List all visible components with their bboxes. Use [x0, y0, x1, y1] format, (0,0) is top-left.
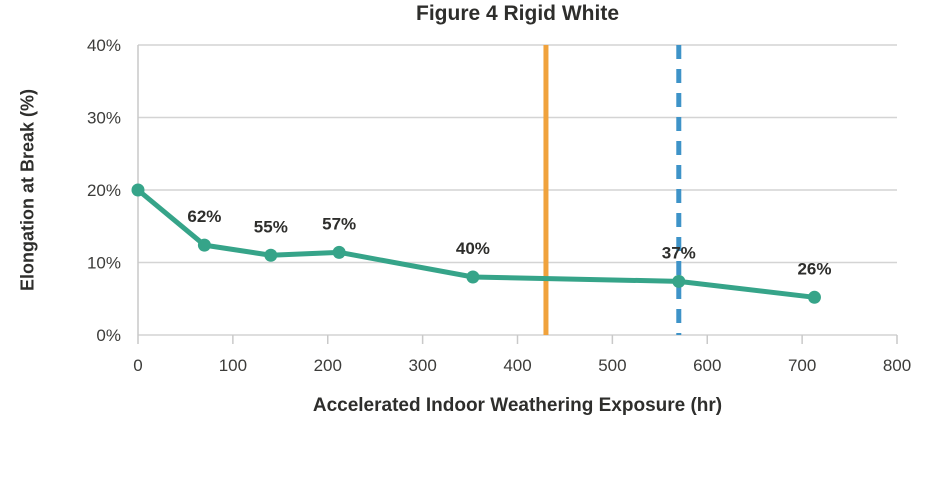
plot-area: 0 100 200 300 400 500 600 700 800 0% 10% 20% 30% 40% 6…	[87, 36, 911, 375]
x-tick-label: 600	[693, 356, 721, 375]
x-tick-label: 800	[883, 356, 911, 375]
y-axis-title: Elongation at Break (%)	[17, 88, 38, 292]
data-point-label: 55%	[254, 217, 288, 236]
x-tick-label: 500	[598, 356, 626, 375]
x-tick-label: 700	[788, 356, 816, 375]
x-tick-label: 400	[503, 356, 531, 375]
data-point	[197, 238, 211, 252]
y-tick-label: 20%	[87, 181, 121, 200]
x-tick-label: 0	[133, 356, 142, 375]
data-point	[807, 290, 821, 304]
y-tick-label: 0%	[96, 326, 121, 345]
y-tick-label: 40%	[87, 36, 121, 55]
x-tick-label: 100	[219, 356, 247, 375]
data-point	[332, 245, 346, 259]
chart-title: Figure 4 Rigid White	[416, 2, 619, 25]
data-point	[131, 183, 145, 197]
legend: Figure 4 Rigid White 5 Year Aging 8 Year…	[0, 435, 940, 494]
data-point	[264, 248, 278, 262]
y-tick-label: 30%	[87, 109, 121, 128]
x-tick-label: 200	[314, 356, 342, 375]
data-point-label: 57%	[322, 214, 356, 233]
data-point-label: 62%	[187, 207, 221, 226]
data-point-label: 37%	[662, 243, 696, 262]
data-point-label: 40%	[456, 239, 490, 258]
data-point	[672, 274, 686, 288]
data-point	[466, 270, 480, 284]
x-axis-title: Accelerated Indoor Weathering Exposure (…	[312, 395, 723, 416]
y-tick-label: 10%	[87, 254, 121, 273]
x-tick-label: 300	[408, 356, 436, 375]
data-point-label: 26%	[797, 259, 831, 278]
